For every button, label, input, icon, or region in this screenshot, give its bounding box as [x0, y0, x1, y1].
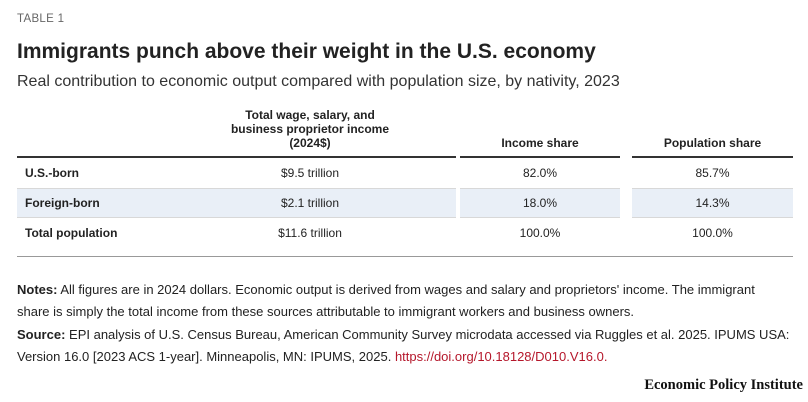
notes-text: All figures are in 2024 dollars. Economi… — [17, 282, 755, 319]
income-cell: $11.6 trillion — [278, 226, 342, 240]
row-label: U.S.-born — [17, 158, 164, 189]
data-table: Total wage, salary, and business proprie… — [17, 108, 793, 248]
column-header-nativity — [17, 108, 164, 158]
source-label: Source: — [17, 327, 66, 342]
source-link[interactable]: https://doi.org/10.18128/D010.V16.0. — [394, 348, 608, 364]
notes: Notes: All figures are in 2024 dollars. … — [17, 279, 777, 322]
publisher-logo: Economic Policy Institute — [644, 377, 803, 393]
table-bottom-rule — [17, 256, 793, 257]
table-row-total: Total population $11.6 trillion 100.0% 1… — [17, 218, 793, 248]
table-label: TABLE 1 — [17, 13, 65, 25]
income-cell: $2.1 trillion — [164, 189, 456, 218]
table-row: U.S.-born $9.5 trillion 82.0% 85.7% — [17, 158, 793, 189]
table-header-row: Total wage, salary, and business proprie… — [17, 108, 793, 158]
column-header-income-share: Income share — [460, 108, 620, 158]
column-header-income: Total wage, salary, and business proprie… — [164, 108, 456, 158]
population-share-cell: 85.7% — [632, 158, 793, 189]
notes-label: Notes: — [17, 282, 58, 297]
income-share-cell: 82.0% — [460, 158, 620, 189]
page-title: Immigrants punch above their weight in t… — [17, 40, 596, 63]
row-label: Total population — [25, 226, 118, 240]
income-share-cell: 100.0% — [519, 226, 561, 240]
column-header-population-share: Population share — [632, 108, 793, 158]
population-share-cell: 14.3% — [632, 189, 793, 218]
income-cell: $9.5 trillion — [164, 158, 456, 189]
row-label: Foreign-born — [17, 189, 164, 218]
population-share-cell: 100.0% — [692, 226, 733, 240]
income-share-cell: 18.0% — [460, 189, 620, 218]
page-subtitle: Real contribution to economic output com… — [17, 73, 620, 90]
source-text: EPI analysis of U.S. Census Bureau, Amer… — [17, 327, 790, 364]
table-row: Foreign-born $2.1 trillion 18.0% 14.3% — [17, 189, 793, 218]
source: Source: EPI analysis of U.S. Census Bure… — [17, 324, 792, 367]
